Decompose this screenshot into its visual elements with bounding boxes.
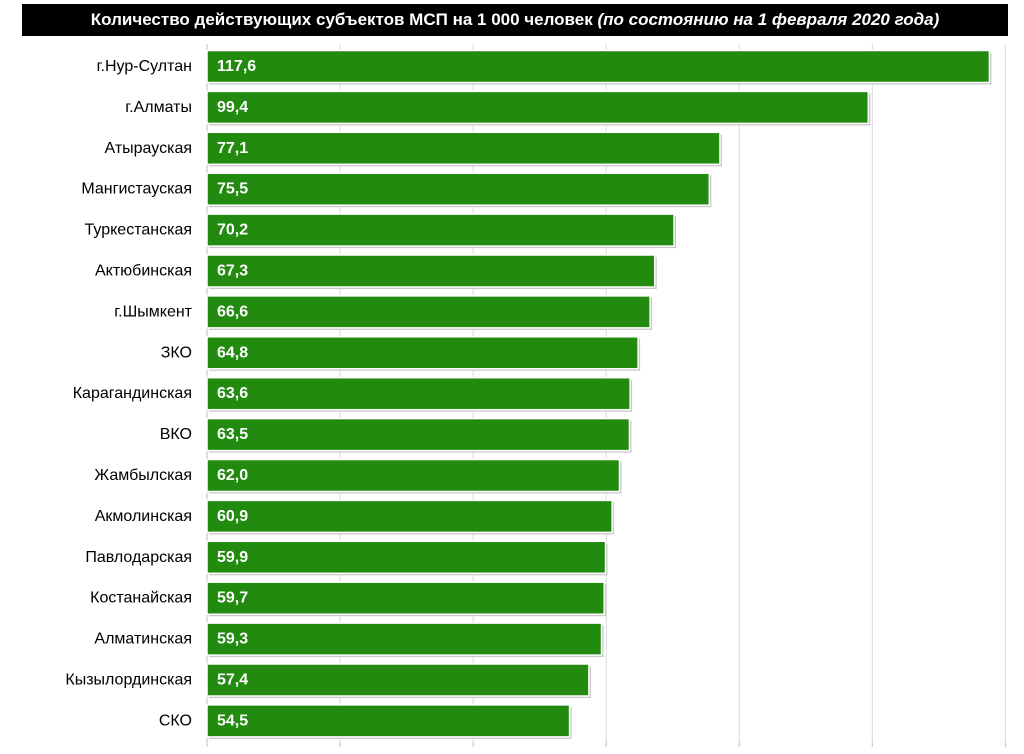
data-label: 59,3 <box>217 631 248 648</box>
category-label: Алматинская <box>94 631 192 648</box>
bar <box>206 581 605 615</box>
data-label: 57,4 <box>217 672 248 689</box>
chart-title: Количество действующих субъектов МСП на … <box>22 4 1008 36</box>
bar <box>206 540 607 575</box>
bar <box>206 458 621 493</box>
bar <box>206 663 590 697</box>
bar <box>206 90 870 125</box>
category-label: Туркестанская <box>85 222 192 239</box>
value-labels: 117,6 99,4 77,1 75,5 70,2 67,3 66,6 64,8 63,6 63,… <box>217 58 256 729</box>
bar <box>206 336 639 370</box>
bar <box>206 254 656 288</box>
bar <box>206 131 721 166</box>
category-label: Жамбылская <box>94 467 192 484</box>
bar <box>206 704 571 738</box>
bar <box>206 172 711 206</box>
category-label: Мангистауская <box>81 181 192 198</box>
bar <box>206 213 675 247</box>
bar <box>206 295 651 329</box>
category-label: Кызылординская <box>65 672 192 689</box>
bar <box>206 622 603 656</box>
category-label: Костанайская <box>90 590 192 607</box>
data-label: 62,0 <box>217 467 248 484</box>
category-label: Акмолинская <box>95 508 192 525</box>
category-label: г.Алматы <box>125 99 192 116</box>
bar <box>206 417 631 452</box>
category-label: г.Шымкент <box>114 303 192 320</box>
data-label: 99,4 <box>217 99 248 116</box>
bar <box>206 499 613 534</box>
data-label: 54,5 <box>217 712 248 729</box>
category-labels: г.Нур-Султан г.Алматы Атырауская Мангистаус… <box>65 58 192 729</box>
data-label: 67,3 <box>217 263 248 280</box>
bar <box>206 49 991 84</box>
data-label: 117,6 <box>217 58 256 75</box>
category-label: Атырауская <box>105 140 193 157</box>
category-label: Актюбинская <box>95 263 192 280</box>
bars <box>206 49 992 739</box>
category-label: г.Нур-Султан <box>97 58 192 75</box>
data-label: 59,7 <box>217 590 248 607</box>
data-label: 63,5 <box>217 426 248 443</box>
data-label: 59,9 <box>217 549 248 566</box>
category-label: Павлодарская <box>85 549 192 566</box>
category-label: Карагандинская <box>73 385 192 402</box>
data-label: 75,5 <box>217 181 248 198</box>
category-label: СКО <box>159 712 192 729</box>
chart-title-main: Количество действующих субъектов МСП на … <box>90 10 593 29</box>
data-label: 60,9 <box>217 508 248 525</box>
category-label: ЗКО <box>161 344 192 361</box>
bar <box>206 376 631 411</box>
data-label: 64,8 <box>217 344 248 361</box>
chart-title-sub: (по состоянию на 1 февраля 2020 года) <box>597 10 940 29</box>
data-label: 70,2 <box>217 222 248 239</box>
data-label: 77,1 <box>217 140 248 157</box>
category-label: ВКО <box>160 426 192 443</box>
data-label: 63,6 <box>217 385 248 402</box>
data-label: 66,6 <box>217 303 248 320</box>
